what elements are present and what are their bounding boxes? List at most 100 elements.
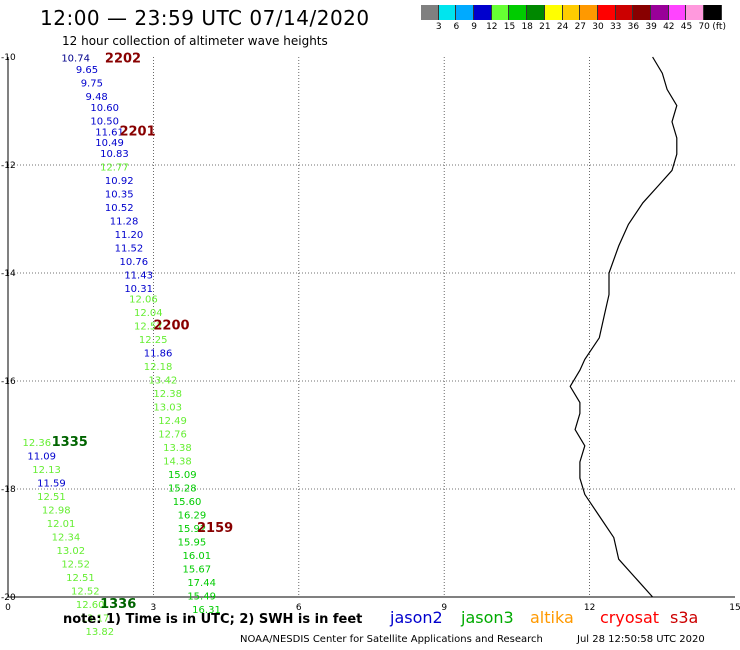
color-scale-label: 12	[486, 22, 498, 32]
wave-height-value: 11.43	[124, 270, 153, 281]
pass-time-label: 2201	[119, 124, 155, 139]
color-scale-label: 33	[609, 22, 622, 32]
y-tick-label: -14	[1, 269, 16, 279]
x-tick-label: 0	[5, 603, 11, 613]
wave-height-value: 10.76	[119, 257, 148, 268]
y-tick-label: -10	[1, 53, 16, 63]
legend-item-jason3: jason3	[461, 608, 514, 627]
wave-height-value: 15.28	[168, 484, 197, 495]
wave-height-value: 9.48	[86, 92, 108, 103]
wave-height-value: 11.61	[95, 127, 124, 138]
y-tick-label: -18	[1, 485, 16, 495]
color-swatch	[527, 5, 545, 20]
wave-height-value: 12.52	[61, 559, 90, 570]
color-swatch	[438, 5, 457, 20]
wave-height-value: 11.59	[37, 478, 66, 489]
y-tick-label: -16	[1, 377, 16, 387]
color-scale-label: 27	[574, 22, 587, 32]
wave-height-value: 11.20	[115, 230, 144, 241]
wave-height-value: 15.60	[173, 497, 202, 508]
wave-height-value: 10.74	[61, 53, 90, 64]
color-swatch	[456, 5, 475, 20]
wave-height-value: 12.25	[139, 335, 168, 346]
color-swatch	[580, 5, 598, 20]
color-scale-label: 3	[435, 22, 442, 32]
x-tick-label: 15	[729, 603, 740, 613]
wave-height-value: 16.01	[182, 551, 211, 562]
y-tick-label: -12	[1, 161, 16, 171]
color-swatch	[650, 5, 669, 20]
color-scale-label: 36	[627, 22, 640, 32]
wave-height-value: 11.09	[27, 451, 56, 462]
wave-height-value: 15.92	[178, 524, 207, 535]
wave-height-value: 9.65	[76, 65, 98, 76]
wave-height-value: 13.03	[153, 403, 182, 414]
pass-time-label: 2200	[153, 319, 189, 334]
wave-height-value: 12.51	[37, 492, 66, 503]
wave-height-value: 10.31	[124, 284, 153, 295]
credit-text: NOAA/NESDIS Center for Satellite Applica…	[240, 634, 543, 645]
x-tick-label: 3	[151, 603, 157, 613]
wave-height-value: 10.92	[105, 176, 134, 187]
color-scale-label: 42	[663, 22, 675, 32]
legend-item-altika: altika	[530, 608, 574, 627]
wave-height-value: 12.34	[52, 532, 81, 543]
color-scale-labels: 3 6 9 12 15 18 21 24 27 30 33 36 39 42 45 70 (ft)	[421, 20, 739, 34]
color-swatch	[704, 5, 722, 20]
generated-timestamp: Jul 28 12:50:58 UTC 2020	[577, 634, 705, 645]
wave-height-value: 9.75	[81, 79, 103, 90]
wave-height-value: 12.51	[66, 573, 95, 584]
wave-height-value: 12.01	[47, 519, 76, 530]
wave-height-value: 12.13	[32, 465, 61, 476]
wave-height-value: 13.82	[86, 627, 115, 638]
wave-height-value: 10.49	[95, 138, 124, 149]
wave-height-value: 11.86	[144, 349, 173, 360]
wave-height-value: 16.29	[178, 511, 207, 522]
y-tick-label: -20	[1, 593, 16, 603]
footer-note: note: 1) Time is in UTC; 2) SWH is in fe…	[63, 612, 363, 627]
coastline	[569, 56, 678, 598]
x-tick-label: 9	[441, 603, 447, 613]
wave-height-value: 15.95	[178, 538, 207, 549]
page-subtitle: 12 hour collection of altimeter wave hei…	[62, 34, 328, 48]
wave-height-value: 11.52	[115, 243, 144, 254]
color-swatch	[668, 5, 687, 20]
wave-height-value: 12.38	[153, 389, 182, 400]
wave-height-value: 10.35	[105, 189, 134, 200]
wave-height-value: 14.38	[163, 457, 192, 468]
color-scale-label: 9	[471, 22, 477, 32]
wave-height-value: 15.49	[187, 592, 216, 603]
color-swatch	[562, 5, 581, 20]
legend-item-s3a: s3a	[670, 608, 699, 627]
wave-height-value: 16.31	[192, 605, 221, 616]
color-scale-label: 21	[539, 22, 551, 32]
legend-item-jason2: jason2	[390, 608, 443, 627]
wave-height-value: 13.02	[56, 546, 85, 557]
wave-height-value: 13.17	[81, 613, 110, 624]
color-swatch	[509, 5, 528, 20]
color-scale-label: 15	[503, 22, 516, 32]
color-scale-label: 18	[521, 22, 533, 32]
wave-height-value: 12.57	[134, 322, 163, 333]
wave-height-value: 12.06	[129, 295, 158, 306]
color-swatch	[491, 5, 510, 20]
pass-time-label: 2202	[105, 51, 141, 66]
legend-item-cryosat: cryosat	[600, 608, 660, 627]
color-swatch	[686, 5, 704, 20]
color-swatch	[544, 5, 563, 20]
color-scale-label: 24	[556, 22, 569, 32]
wave-height-value: 13.42	[149, 376, 178, 387]
pass-time-label: 2159	[197, 521, 233, 536]
wave-height-value: 10.83	[100, 149, 129, 160]
wave-height-value: 12.76	[158, 430, 187, 441]
wave-height-value: 10.52	[105, 203, 134, 214]
wave-height-value: 15.67	[182, 565, 211, 576]
x-tick-label: 12	[584, 603, 595, 613]
wave-height-value: 12.18	[144, 362, 173, 373]
pass-time-label: 1335	[52, 435, 88, 450]
color-swatch	[633, 5, 651, 20]
x-tick-label: 6	[296, 603, 302, 613]
wave-height-value: 10.60	[90, 103, 119, 114]
color-scale-label: 6	[453, 22, 460, 32]
